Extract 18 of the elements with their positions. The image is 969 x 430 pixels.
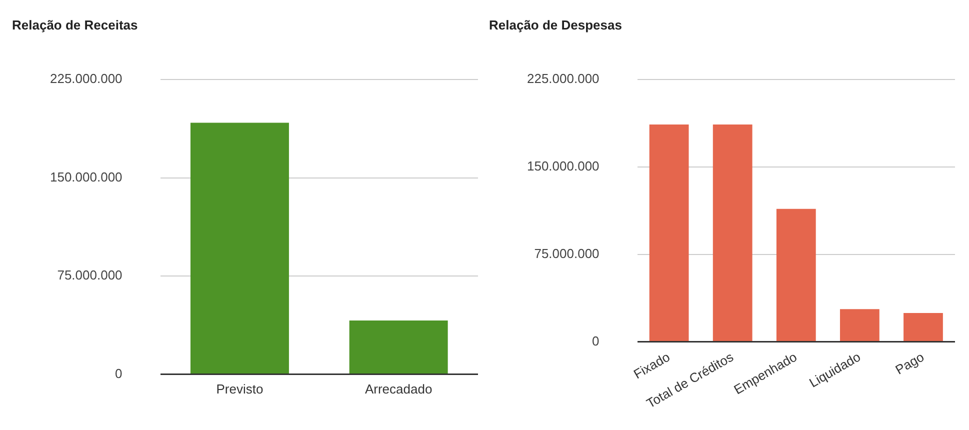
y-tick-label: 0 (115, 366, 122, 381)
chart-title: Relação de Despesas (489, 17, 622, 32)
y-tick-label: 150.000.000 (526, 158, 600, 174)
x-tick-label: Previsto (216, 382, 264, 397)
bar (776, 208, 816, 341)
chart-title: Relação de Receitas (12, 17, 138, 32)
x-tick-label: Pago (892, 349, 927, 378)
x-tick-label: Arrecadado (364, 382, 432, 397)
bar (712, 124, 752, 341)
y-tick-label: 150.000.000 (50, 169, 122, 184)
y-tick-label: 0 (592, 333, 600, 348)
bar (840, 309, 880, 341)
y-tick-label: 75.000.000 (57, 268, 122, 283)
y-tick-label: 225.000.000 (50, 71, 122, 86)
bar (649, 124, 689, 341)
bar (904, 312, 943, 341)
y-tick-label: 225.000.000 (526, 71, 600, 86)
y-tick-label: 75.000.000 (534, 246, 600, 261)
